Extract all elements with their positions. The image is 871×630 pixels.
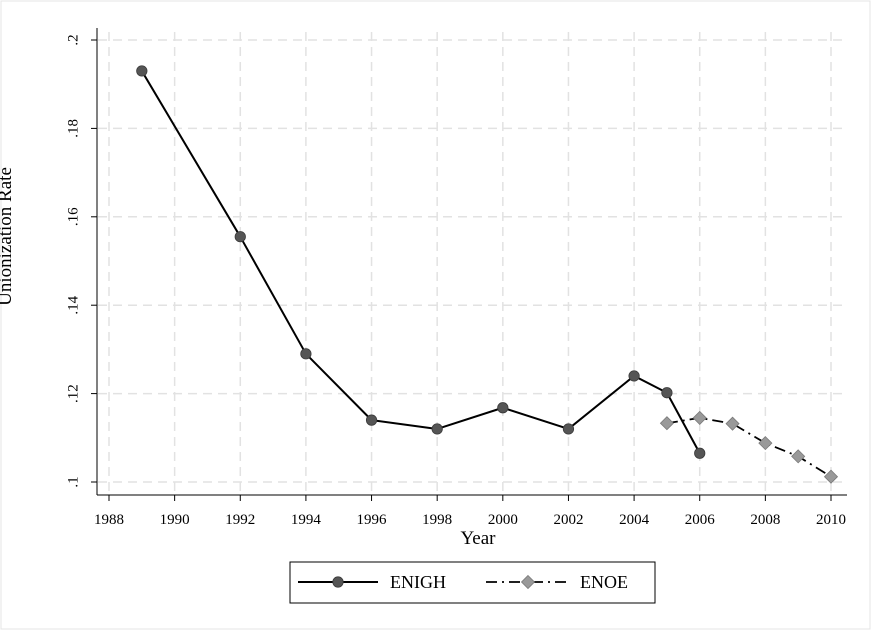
x-tick-label: 1996	[357, 512, 388, 528]
x-tick-label: 2010	[816, 512, 846, 528]
x-tick-label: 2000	[488, 512, 518, 528]
data-point-enigh	[300, 348, 312, 360]
x-tick-label: 1994	[291, 512, 322, 528]
data-point-enigh	[497, 402, 509, 414]
y-axis-title: Unionization Rate	[0, 167, 16, 306]
data-point-enigh	[136, 65, 148, 77]
data-point-enoe	[823, 469, 839, 484]
data-point-enigh	[628, 370, 640, 382]
y-tick-label: .1	[65, 476, 81, 487]
legend: ENIGH ENOE	[289, 561, 656, 604]
data-point-enoe	[758, 436, 773, 451]
data-point-enigh	[431, 423, 443, 435]
y-tick-label: .14	[65, 295, 81, 314]
grid	[98, 32, 847, 494]
x-tick-label: 2006	[685, 512, 716, 528]
data-point-enigh	[562, 423, 575, 435]
data-point-enigh	[661, 387, 673, 399]
series-enigh	[136, 65, 706, 459]
legend-marker-enigh	[332, 576, 344, 588]
series-line-enigh	[140, 70, 701, 454]
data-point-enigh	[234, 231, 246, 243]
y-tick-label: .12	[65, 384, 81, 403]
data-point-enoe	[725, 416, 740, 431]
x-tick-label: 2004	[619, 512, 650, 528]
data-point-enoe	[659, 416, 674, 431]
x-tick-label: 2002	[553, 512, 583, 528]
data-point-enoe	[791, 449, 806, 464]
series-enoe	[659, 410, 839, 484]
series-layer	[136, 65, 839, 484]
x-tick-label: 1990	[160, 512, 190, 528]
data-point-enigh	[365, 414, 378, 426]
x-tick-label: 1992	[225, 512, 255, 528]
legend-marker-enoe	[520, 574, 536, 590]
axes: 1988 1990 1992 1994 1996 1998 2000 2002 2004 2006…	[65, 28, 847, 528]
x-tick-label: 1998	[422, 512, 452, 528]
data-point-enigh	[694, 447, 706, 459]
y-tick-label: .16	[65, 207, 81, 226]
y-tick-label: .18	[65, 119, 81, 138]
y-tick-label: .2	[65, 34, 81, 45]
legend-label-enigh: ENIGH	[390, 572, 446, 592]
x-axis-title: Year	[460, 528, 496, 549]
x-tick-label: 1988	[94, 512, 124, 528]
x-tick-label: 2008	[750, 512, 780, 528]
data-point-enoe	[692, 410, 707, 425]
legend-label-enoe: ENOE	[580, 572, 628, 592]
